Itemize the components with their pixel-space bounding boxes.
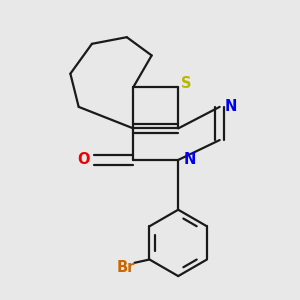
Text: O: O (77, 152, 90, 167)
Text: N: N (225, 99, 238, 114)
Text: S: S (181, 76, 192, 91)
Text: N: N (184, 152, 196, 167)
Text: Br: Br (117, 260, 135, 275)
